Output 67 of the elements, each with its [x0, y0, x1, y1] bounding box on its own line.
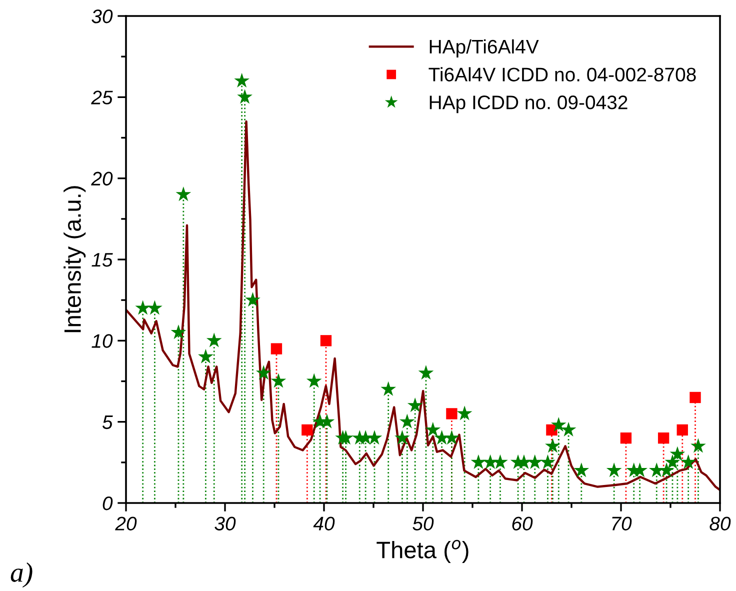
- point: [407, 398, 423, 412]
- y-tick-label: 5: [102, 416, 113, 430]
- x-tick-label: 40: [313, 516, 335, 530]
- point: [540, 454, 556, 469]
- point: [456, 406, 472, 420]
- point: [338, 430, 354, 445]
- point: [482, 454, 498, 469]
- point: [135, 300, 151, 315]
- point: [399, 414, 415, 428]
- legend-label: HAp/Ti6Al4V: [430, 39, 539, 58]
- x-tick-label: 20: [115, 516, 137, 530]
- y-tick-label: 20: [91, 172, 113, 186]
- point: [237, 89, 252, 104]
- point: [690, 392, 701, 404]
- point: [620, 432, 632, 444]
- point: [425, 422, 441, 436]
- y-tick-label: 30: [92, 9, 113, 24]
- x-tick-label: 60: [512, 516, 533, 530]
- point: [670, 446, 686, 461]
- point: [527, 454, 543, 469]
- point: [664, 454, 680, 469]
- point: [492, 454, 508, 469]
- x-tick-label: 80: [710, 516, 731, 530]
- y-tick-label: 0: [102, 496, 113, 510]
- point: [198, 348, 214, 364]
- point: [147, 300, 162, 315]
- point: [680, 454, 696, 469]
- y-tick-label: 15: [92, 253, 113, 267]
- legend-label: HAp ICDD no. 09-0432: [430, 96, 628, 114]
- point: [560, 422, 576, 436]
- point: [270, 373, 286, 388]
- point: [170, 324, 186, 340]
- point: [690, 438, 706, 453]
- point: [366, 430, 382, 445]
- y-tick-label: 10: [92, 334, 113, 348]
- point: [245, 292, 260, 307]
- point: [394, 430, 410, 445]
- point: [446, 408, 458, 420]
- point: [176, 186, 192, 202]
- x-tick-label: 70: [612, 516, 632, 530]
- point: [574, 462, 590, 478]
- point: [606, 462, 622, 478]
- line-series: [126, 120, 720, 492]
- point: [434, 430, 450, 445]
- point: [516, 454, 532, 469]
- legend-label: Ti6Al4V ICDD no. 04-002-8708: [428, 67, 696, 82]
- point: [380, 381, 396, 396]
- point: [306, 373, 322, 388]
- point: [550, 417, 566, 432]
- point: [256, 365, 272, 380]
- x-tick-label: 30: [214, 516, 236, 530]
- y-axis-title: Intensity (a.u.): [64, 186, 86, 332]
- y-tick-label: 25: [91, 90, 113, 104]
- point: [320, 335, 332, 346]
- x-axis-title: Theta ($^{o}$): [376, 540, 468, 564]
- point: [470, 454, 486, 469]
- point: [302, 424, 313, 436]
- point: [444, 430, 460, 445]
- point: [545, 438, 560, 453]
- text: a): [10, 562, 32, 588]
- x-tick-label: 50: [412, 516, 434, 530]
- point: [418, 365, 434, 380]
- point: [270, 343, 282, 354]
- point: [206, 332, 222, 348]
- point: [234, 72, 250, 88]
- point: [676, 424, 688, 436]
- point: [658, 432, 670, 444]
